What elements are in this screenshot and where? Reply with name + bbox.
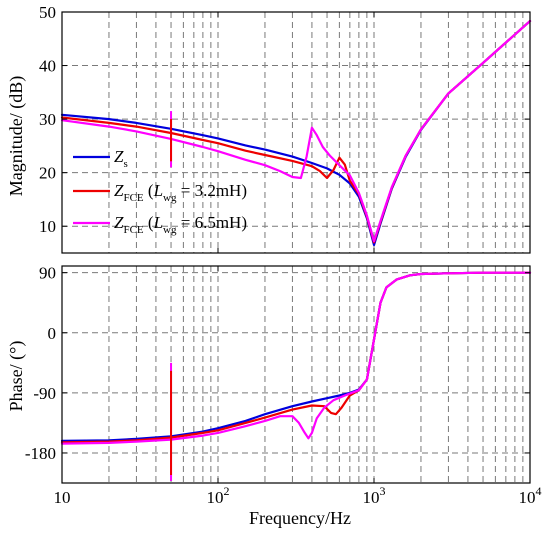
magnitude-ylabel: Magnitude/ (dB) [6, 76, 27, 196]
y-tick-label: 0 [48, 324, 57, 343]
magnitude-series [60, 20, 532, 247]
x-tick-label: 10 [54, 488, 71, 507]
phase-line-zfce-lwg-3-2mh- [60, 271, 532, 444]
y-tick-label: 20 [39, 164, 56, 183]
magnitude-line-zfce-lwg-6-5mh- [60, 20, 532, 243]
y-tick-label: -180 [25, 444, 56, 463]
magnitude-y-ticks: 10 20 30 40 50 [39, 3, 530, 236]
y-tick-label: 10 [39, 217, 56, 236]
frequency-xlabel: Frequency/Hz [249, 508, 351, 528]
phase-line-zs [60, 271, 532, 442]
magnitude-line-zs [60, 20, 532, 247]
y-tick-label: 40 [39, 57, 56, 76]
legend-label: ZFCE (Lwg = 3.2mH) [114, 181, 247, 204]
x-tick-label: 103 [363, 484, 386, 507]
phase-series [60, 271, 532, 481]
magnitude-plot-frame [61, 11, 531, 254]
y-tick-label: -90 [33, 384, 56, 403]
frequency-ticks: 10 102 103 104 [54, 12, 542, 507]
y-tick-label: 30 [39, 110, 56, 129]
legend-label: ZFCE (Lwg = 6.5mH) [114, 213, 247, 236]
magnitude-grid [62, 12, 530, 253]
phase-ylabel: Phase/ (°) [6, 341, 27, 412]
x-tick-label: 104 [519, 484, 542, 507]
phase-y-ticks: -180 -90 0 90 [25, 264, 530, 463]
legend-label: Zs [114, 147, 128, 170]
legend: Zs ZFCE (Lwg = 3.2mH) ZFCE (Lwg = 6.5mH) [73, 147, 247, 236]
x-tick-label: 102 [207, 484, 230, 507]
y-tick-label: 50 [39, 3, 56, 22]
phase-grid [62, 266, 530, 483]
phase-line-zfce-lwg-6-5mh- [60, 271, 532, 445]
y-tick-label: 90 [39, 264, 56, 283]
phase-plot-frame [61, 265, 531, 484]
